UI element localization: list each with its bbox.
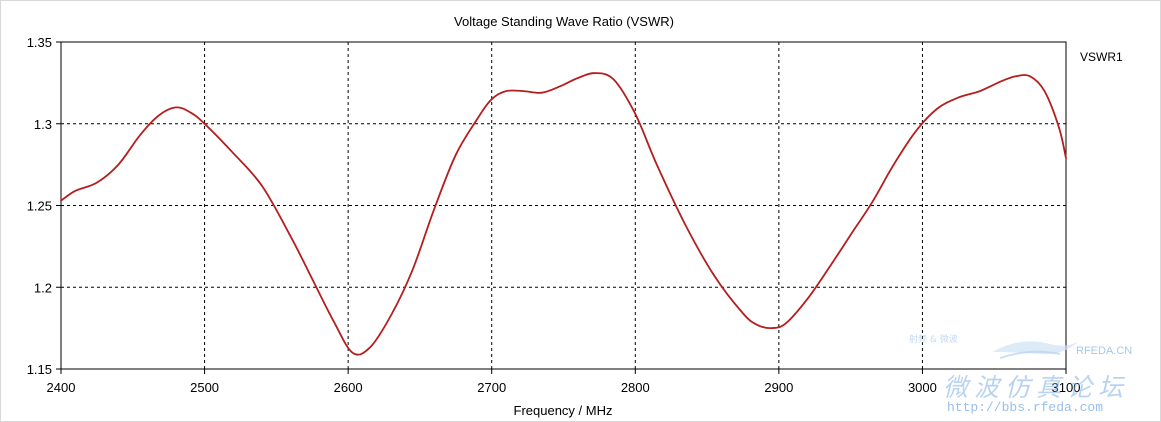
watermark-chinese: 微波仿真论坛	[943, 373, 1130, 402]
x-tick-label: 3000	[908, 380, 937, 395]
x-tick-label: 2500	[190, 380, 219, 395]
y-tick-label: 1.2	[34, 280, 52, 295]
wing-logo-icon	[992, 341, 1078, 359]
y-axis: 1.15 1.2 1.25 1.3 1.35	[27, 35, 61, 377]
series-line-vswr1	[60, 72, 1067, 356]
grid-lines	[61, 42, 1066, 369]
x-tick-label: 3100	[1052, 380, 1081, 395]
x-tick-label: 2900	[764, 380, 793, 395]
watermark-url: http://bbs.rfeda.com	[947, 400, 1104, 415]
x-tick-label: 2700	[477, 380, 506, 395]
y-tick-label: 1.3	[34, 117, 52, 132]
x-axis: 2400 2500 2600 2700 2800 2900 3000 3100	[47, 369, 1081, 395]
x-tick-label: 2400	[47, 380, 76, 395]
watermark-brand: RFEDA.CN	[1076, 345, 1133, 357]
legend-vswr1: VSWR1	[1080, 50, 1123, 64]
y-tick-label: 1.15	[27, 362, 52, 377]
y-tick-label: 1.35	[27, 35, 52, 50]
x-tick-label: 2600	[334, 380, 363, 395]
x-axis-label: Frequency / MHz	[514, 403, 613, 418]
watermark-small-text: 射频 & 微波	[909, 335, 958, 345]
chart-title: Voltage Standing Wave Ratio (VSWR)	[454, 14, 674, 29]
x-tick-label: 2800	[621, 380, 650, 395]
watermark: 射频 & 微波 RFEDA.CN 微波仿真论坛 http://bbs.rfeda…	[905, 328, 1141, 420]
y-tick-label: 1.25	[27, 199, 52, 214]
